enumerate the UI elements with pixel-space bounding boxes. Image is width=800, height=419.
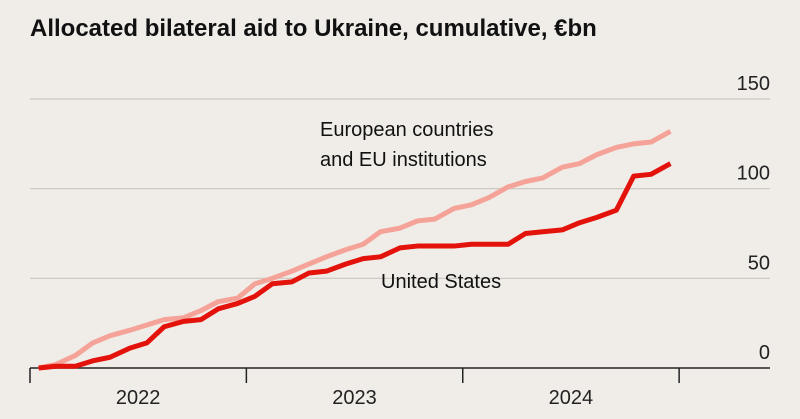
series-label: European countries and EU institutions [320,119,494,171]
x-tick-label: 2022 [116,387,161,409]
series-label: United States [381,271,502,293]
y-tick-label: 100 [737,163,770,185]
y-tick-label: 150 [737,73,770,95]
series-line [38,129,672,371]
y-tick-label: 0 [759,342,770,364]
x-tick-label: 2024 [549,387,594,409]
y-tick-label: 50 [748,252,770,274]
x-tick-label: 2023 [332,387,377,409]
chart-title: Allocated bilateral aid to Ukraine, cumu… [30,15,597,42]
series-line [38,161,672,371]
